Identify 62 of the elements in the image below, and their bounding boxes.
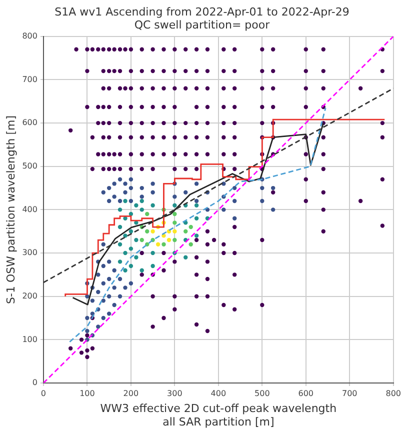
y-tick-label: 700 — [22, 74, 38, 84]
y-tick-label: 800 — [22, 31, 38, 40]
point — [194, 216, 199, 220]
point — [194, 234, 199, 238]
point — [150, 264, 155, 268]
chart-title: S1A wv1 Ascending from 2022-Apr-01 to 2022-Apr-29 — [54, 5, 350, 18]
point — [188, 242, 193, 246]
point — [128, 264, 134, 268]
point — [140, 208, 144, 212]
point — [134, 238, 138, 242]
point — [184, 255, 188, 260]
point — [134, 255, 138, 260]
x-tick-label: 600 — [298, 388, 314, 398]
point — [150, 250, 155, 256]
y-tick-label: 500 — [22, 161, 38, 170]
y-axis-title: S-1 OSW partition wavelength [m] — [4, 115, 18, 304]
y-tick-label: 600 — [22, 118, 38, 128]
point — [150, 203, 155, 208]
x-tick-label: 500 — [254, 388, 270, 398]
x-axis-title: WW3 effective 2D cut-off peak wavelength all SAR partition [m] — [100, 402, 337, 428]
x-tick-label: 800 — [386, 388, 402, 398]
point — [156, 242, 160, 246]
point — [145, 229, 150, 234]
point — [140, 198, 144, 204]
point — [166, 238, 172, 242]
x-tick-label: 200 — [123, 388, 139, 398]
point — [134, 220, 138, 225]
point — [118, 224, 122, 230]
y-tick-label: 200 — [22, 291, 38, 300]
chart-subtitle: QC swell partition= poor — [134, 18, 270, 32]
point — [172, 220, 177, 225]
x-tick-label: 700 — [342, 388, 358, 398]
y-tick-label: 100 — [22, 334, 38, 344]
point — [172, 203, 177, 208]
point — [188, 224, 193, 230]
point — [118, 260, 122, 264]
point — [123, 268, 128, 272]
point — [172, 229, 177, 234]
point — [140, 238, 144, 242]
y-tick-label: 300 — [22, 248, 38, 258]
point — [140, 268, 144, 272]
point — [184, 229, 188, 234]
x-tick-label: 100 — [80, 388, 95, 398]
point — [118, 242, 122, 246]
point — [162, 242, 166, 246]
point — [118, 208, 122, 212]
point — [128, 229, 134, 234]
point — [172, 212, 177, 216]
point — [128, 246, 134, 251]
point — [123, 198, 128, 204]
point — [145, 212, 150, 216]
x-tick-label: 400 — [210, 388, 226, 398]
point — [150, 229, 155, 234]
point — [194, 203, 199, 208]
point — [172, 238, 177, 242]
x-tick-label: 300 — [167, 388, 182, 398]
point — [123, 234, 128, 238]
y-tick-label: 400 — [22, 204, 38, 214]
point — [123, 250, 128, 256]
y-tick-label: 0 — [32, 378, 38, 388]
point — [134, 203, 138, 208]
x-tick-label: 0 — [40, 388, 46, 398]
